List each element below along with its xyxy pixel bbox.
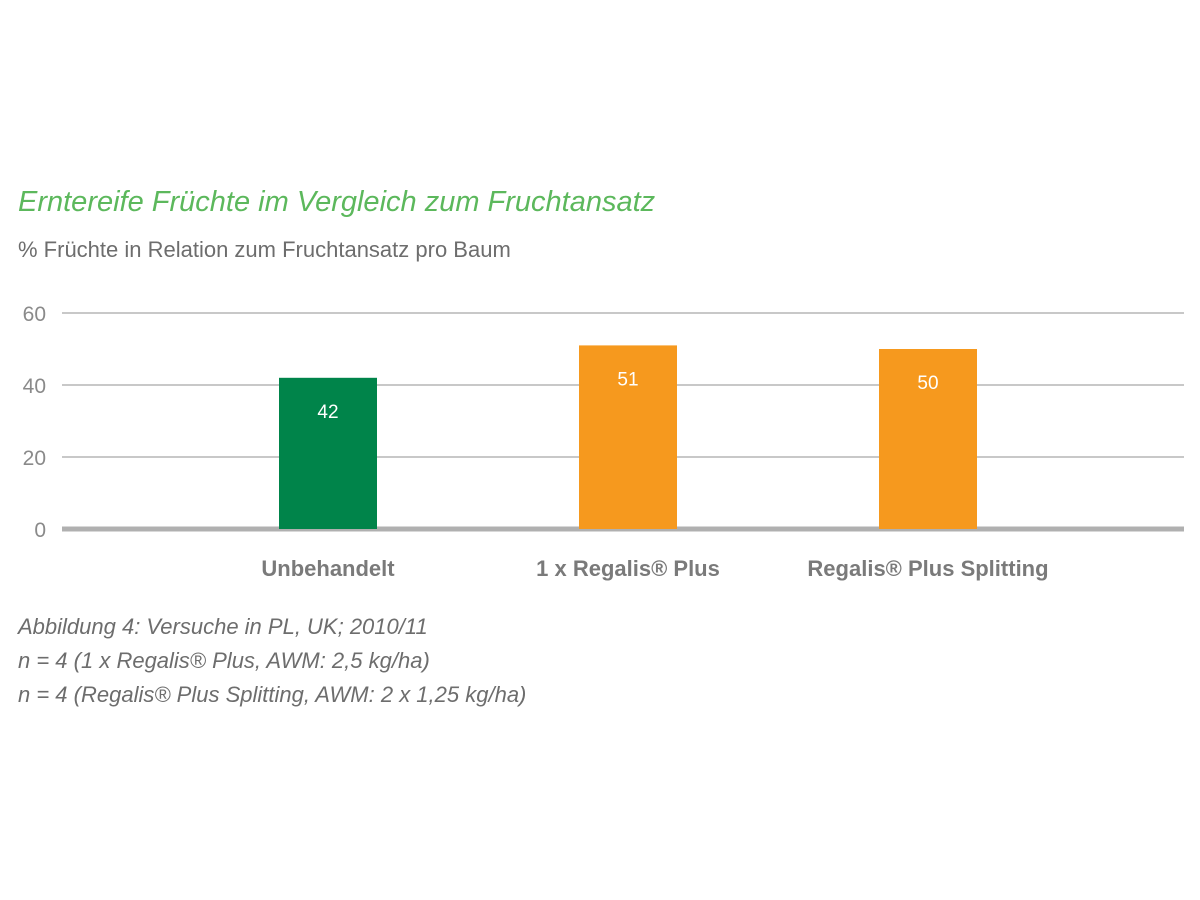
y-tick-label-0: 0 [34, 519, 46, 542]
chart-title: Erntereife Früchte im Vergleich zum Fruc… [18, 186, 656, 218]
y-tick-label-40: 40 [23, 375, 46, 398]
bar-1 [279, 377, 377, 529]
bar-3 [879, 349, 977, 529]
data-label-1: 42 [317, 402, 338, 423]
note-line-2: n = 4 (Regalis® Plus Splitting, AWM: 2 x… [18, 682, 527, 707]
y-tick-label-60: 60 [23, 303, 46, 326]
category-label-2: 1 x Regalis® Plus [536, 556, 720, 581]
figure-caption: Abbildung 4: Versuche in PL, UK; 2010/11 [18, 614, 428, 639]
note-line-1: n = 4 (1 x Regalis® Plus, AWM: 2,5 kg/ha… [18, 648, 430, 673]
bar-2 [579, 345, 677, 529]
category-label-1: Unbehandelt [261, 556, 395, 581]
label-layer: 0 20 40 60 42 Unbehandelt 51 1 x Regalis® Plus 5… [23, 303, 1049, 581]
chart-subtitle: % Früchte in Relation zum Fruchtansatz p… [18, 237, 511, 262]
y-tick-label-20: 20 [23, 447, 46, 470]
data-label-3: 50 [917, 373, 938, 394]
data-label-2: 51 [617, 369, 638, 390]
bar-layer [279, 345, 977, 529]
figure-notes: Abbildung 4: Versuche in PL, UK; 2010/11… [18, 610, 526, 712]
category-label-3: Regalis® Plus Splitting [807, 556, 1048, 581]
